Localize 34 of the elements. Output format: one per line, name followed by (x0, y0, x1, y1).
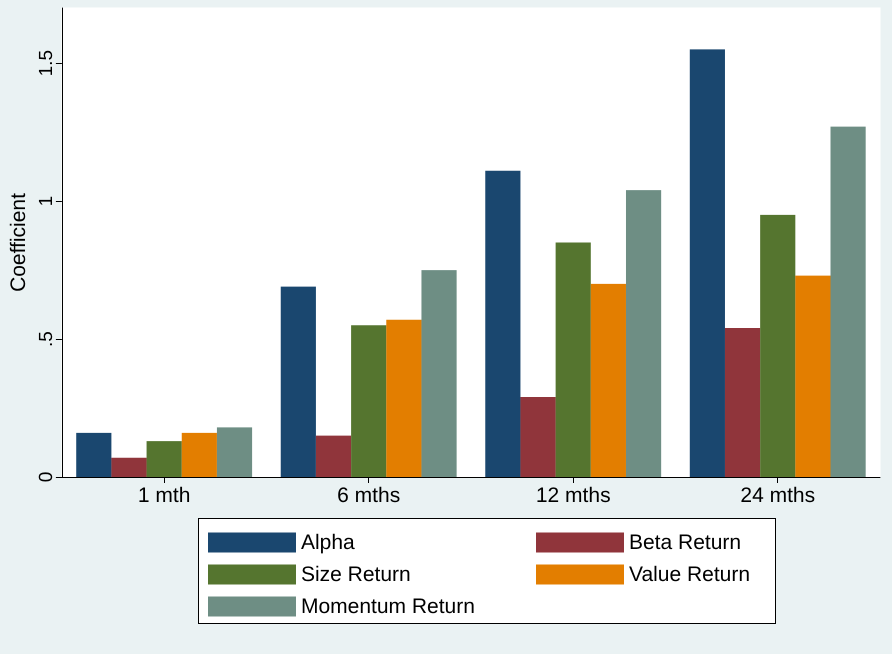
legend-label: Alpha (301, 531, 356, 554)
y-axis-title: Coefficient (7, 192, 30, 292)
legend-label: Value Return (629, 563, 750, 586)
bar (421, 270, 457, 477)
bar (724, 328, 760, 477)
x-tick-label: 1 mth (138, 484, 190, 507)
bar (485, 170, 520, 477)
bar (146, 441, 182, 477)
bar (351, 325, 386, 477)
bar (626, 190, 662, 477)
x-tick-label: 6 mths (337, 484, 400, 507)
bar (280, 286, 316, 477)
bar (216, 427, 252, 477)
legend-label: Size Return (301, 563, 411, 586)
bar (690, 49, 725, 477)
bar (795, 276, 831, 477)
legend-label: Beta Return (629, 531, 742, 554)
y-tick-label: .5 (36, 331, 57, 347)
bar (520, 396, 556, 477)
bar (316, 436, 352, 477)
y-tick-label: 1.5 (36, 50, 57, 76)
bar (556, 242, 591, 477)
bar (830, 126, 866, 477)
x-tick-label: 12 mths (536, 484, 611, 507)
bar (760, 214, 796, 477)
bar (76, 432, 112, 477)
bar (590, 284, 626, 477)
y-tick-label: 0 (36, 472, 57, 482)
y-tick-label: 1 (36, 196, 57, 206)
legend-label: Momentum Return (301, 595, 475, 618)
bar (182, 432, 217, 477)
bar (386, 320, 422, 477)
bar (111, 458, 147, 477)
x-tick-label: 24 mths (740, 484, 816, 507)
